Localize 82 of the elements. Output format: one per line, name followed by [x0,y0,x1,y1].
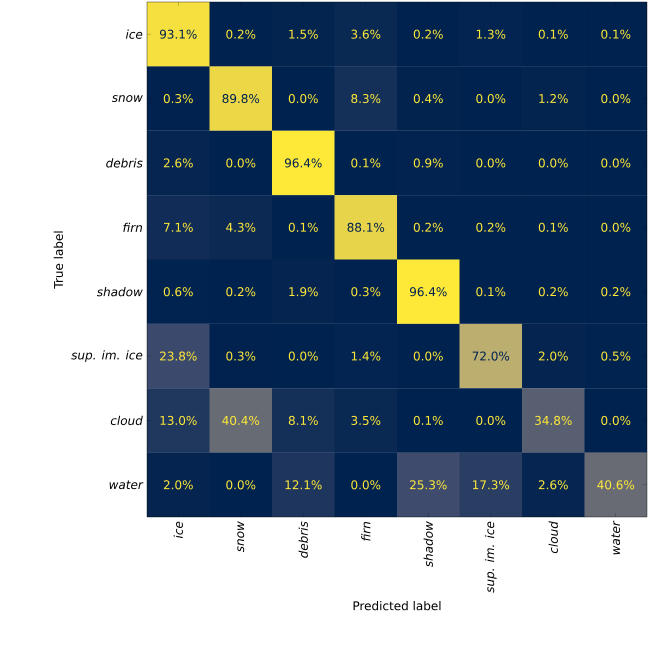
x-tick-label: debris [298,521,308,558]
data-label: 0.2% [414,222,443,232]
x-tick-label: ice [174,522,183,538]
data-label: 1.4% [352,352,380,361]
data-label: 0.0% [601,158,630,168]
data-label: 0.0% [414,352,443,361]
x-tick-label: sup. im. ice [484,522,497,593]
data-label: 2.0% [164,480,193,490]
data-label: 72.0% [472,352,510,361]
x-tick-label: shadow [424,521,433,568]
data-label: 17.3% [473,480,510,490]
data-label: 0.0% [601,222,630,232]
data-label: 1.2% [539,94,568,104]
data-label: 96.4% [410,287,447,296]
data-label: 88.1% [348,222,384,232]
data-label: 0.2% [226,287,256,296]
x-tick-label: snow [237,521,244,552]
data-label: 2.6% [164,158,193,168]
data-label: 0.1% [414,416,443,425]
data-label: 0.0% [601,416,630,425]
data-label: 96.4% [284,158,322,168]
data-label: 0.2% [601,287,630,296]
data-label: 0.2% [226,30,256,39]
y-tick-label: sup. im. ice [71,350,142,362]
y-tick-label: shadow [96,287,143,296]
data-label: 0.0% [476,158,506,168]
data-label: 0.0% [476,416,506,425]
data-label: 0.0% [288,352,318,361]
x-tick-label: water [611,520,620,554]
data-label: 0.1% [351,158,380,168]
data-label: 0.6% [164,287,193,296]
x-tick-label: cloud [548,521,558,554]
y-tick-label: debris [106,158,143,168]
data-label: 0.5% [601,352,630,361]
y-axis-title: True label [54,231,63,289]
data-label: 1.5% [289,30,318,39]
y-tick-label: firn [123,222,142,232]
data-label: 0.0% [226,158,256,168]
data-label: 2.0% [538,352,568,361]
data-label: 0.2% [538,287,568,296]
data-label: 0.0% [226,480,256,490]
y-tick-label: ice [126,30,142,39]
data-label: 0.0% [538,158,568,168]
data-label: 0.2% [476,222,506,232]
data-label: 3.5% [351,416,380,425]
data-label: 0.3% [164,94,193,104]
data-label: 0.1% [601,30,630,39]
data-label: 0.1% [538,30,568,39]
data-label: 13.0% [160,416,197,425]
x-axis-title: Predicted label [354,601,440,610]
data-label: 12.1% [286,480,322,490]
data-label: 0.0% [351,480,380,490]
data-label: 0.0% [476,94,506,104]
y-tick-label: cloud [110,416,143,426]
data-label: 0.2% [414,30,443,39]
data-label: 4.3% [226,222,256,232]
data-label: 0.1% [288,222,318,232]
y-tick-label: snow [112,95,143,102]
data-label: 40.6% [597,480,634,490]
data-label: 25.3% [410,480,447,490]
data-label: 0.1% [476,287,506,296]
data-label: 1.9% [289,287,318,296]
data-label: 23.8% [160,352,197,361]
y-tick-label: water [110,480,144,490]
data-label: 93.1% [160,30,197,39]
data-label: 7.1% [164,222,193,232]
data-label: 2.6% [538,480,568,490]
data-label: 0.0% [601,94,630,104]
data-label: 3.6% [351,30,380,39]
data-label: 40.4% [222,416,260,425]
data-label: 8.1% [288,416,318,425]
data-label: 0.9% [414,158,443,168]
data-label: 1.3% [476,30,506,39]
data-label: 0.3% [351,287,380,296]
data-label: 0.4% [414,94,443,104]
data-label: 89.8% [222,94,260,104]
data-label: 34.8% [535,416,572,425]
data-label: 0.1% [538,222,568,232]
data-label: 0.3% [226,352,256,361]
x-tick-label: firn [361,522,370,541]
data-label: 0.0% [288,94,318,104]
data-label: 8.3% [351,94,380,104]
